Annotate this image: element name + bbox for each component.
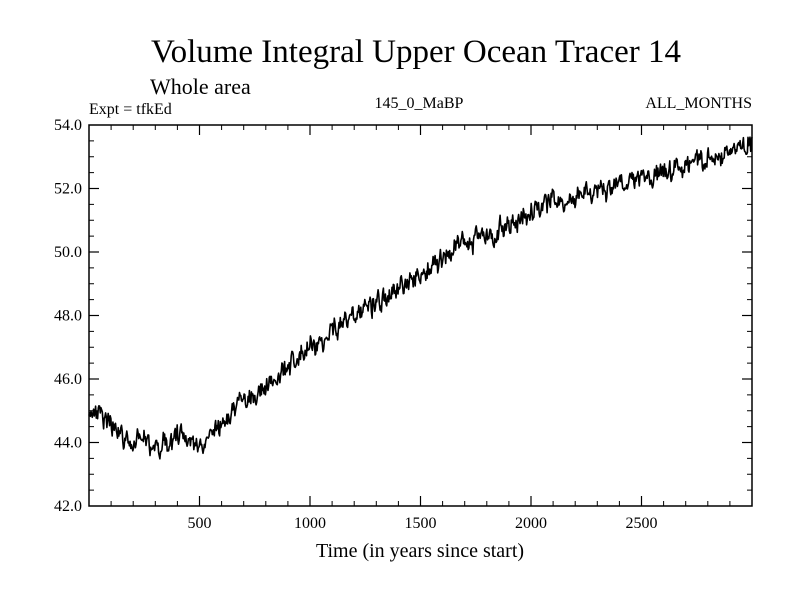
- series-line: [88, 136, 753, 460]
- x-tick-label: 1000: [294, 515, 326, 532]
- y-tick-label: 46.0: [54, 371, 82, 388]
- x-tick-label: 500: [188, 515, 212, 532]
- y-tick-label: 52.0: [54, 181, 82, 198]
- y-tick-label: 50.0: [54, 244, 82, 261]
- x-tick-label: 2000: [515, 515, 547, 532]
- y-tick-label: 54.0: [54, 117, 82, 134]
- axis-tick-labels: 500 1000 1500 2000 2500 42.0 44.0 46.0 48.0 50.0 5…: [54, 117, 658, 532]
- chart-subtitle: Whole area: [150, 74, 251, 99]
- y-tick-label: 42.0: [54, 498, 82, 515]
- plot-frame: [88, 124, 753, 507]
- plot-area: [88, 136, 753, 460]
- x-tick-label: 2500: [626, 515, 658, 532]
- y-tick-label: 44.0: [54, 435, 82, 452]
- axis-ticks: [89, 125, 752, 506]
- x-axis-label: Time (in years since start): [316, 540, 524, 562]
- y-tick-label: 48.0: [54, 308, 82, 325]
- x-tick-label: 1500: [405, 515, 437, 532]
- months-label: ALL_MONTHS: [645, 95, 752, 112]
- chart-title: Volume Integral Upper Ocean Tracer 14: [151, 34, 681, 70]
- experiment-label: Expt = tfkEd: [89, 101, 172, 118]
- run-label: 145_0_MaBP: [375, 95, 464, 112]
